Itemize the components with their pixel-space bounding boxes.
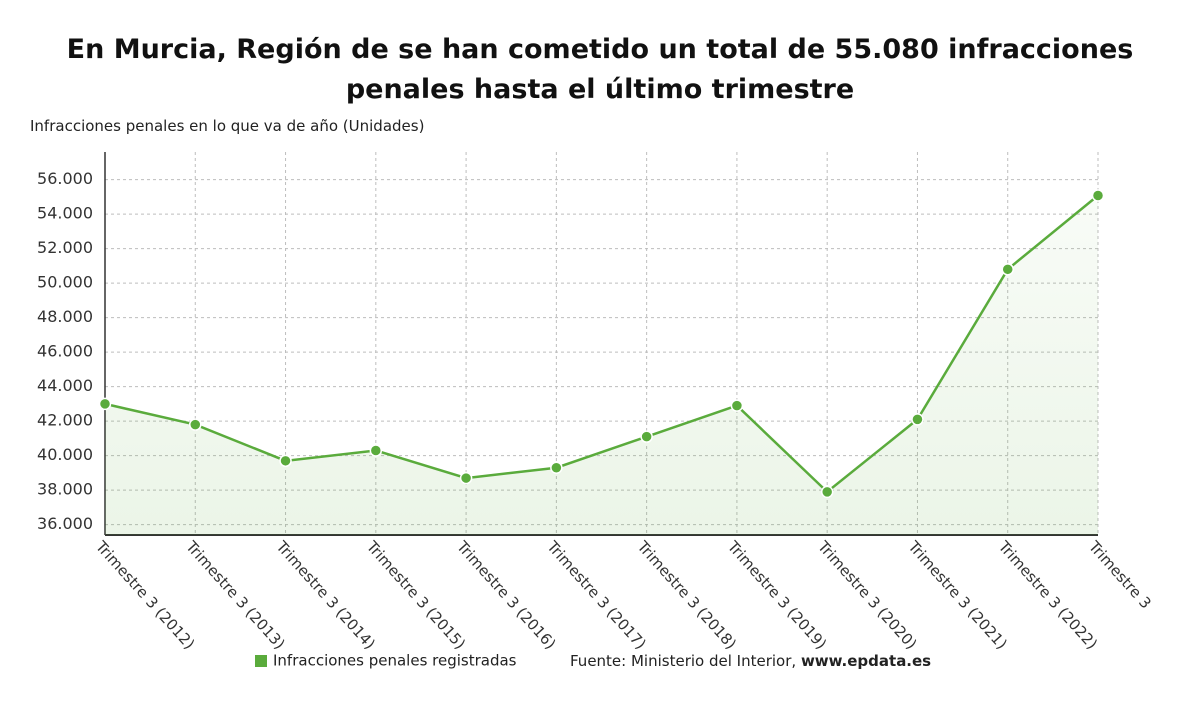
- point: [730, 399, 744, 412]
- source-site: www.epdata.es: [801, 652, 931, 670]
- point: [1091, 189, 1105, 202]
- y-axis-label: Infracciones penales en lo que va de año…: [30, 117, 424, 135]
- line: [104, 194, 1099, 494]
- x-tick-label: Trimestre 3 (2019): [723, 537, 830, 653]
- source-text: Fuente: Ministerio del Interior,: [570, 652, 796, 670]
- y-tick-label: 48.000: [37, 307, 93, 326]
- point: [1001, 263, 1014, 276]
- source: Fuente: Ministerio del Interior, www.epd…: [570, 652, 931, 670]
- legend-label: Infracciones penales registradas: [273, 652, 517, 670]
- point: [189, 418, 202, 431]
- x-tick-label: Trimestre 3 (2012): [91, 537, 198, 653]
- x-tick-label: Trimestre 3 (2015): [362, 537, 469, 653]
- x-tick-label: Trimestre 3 (2021): [904, 537, 1011, 653]
- y-tick-label: 38.000: [37, 480, 93, 499]
- x-tick-label: Trimestre 3 (2018): [633, 537, 740, 653]
- y-tick-label: 54.000: [37, 204, 93, 223]
- y-tick-label: 42.000: [37, 411, 93, 430]
- x-tick-label: Trimestre 3 (2017): [543, 537, 650, 653]
- point: [459, 471, 473, 485]
- x-tick-label: Trimestre 3 (2014): [272, 537, 379, 653]
- point: [911, 413, 924, 426]
- area: [105, 195, 1098, 535]
- x-tick-label: Trimestre 3 (2013): [182, 537, 289, 653]
- x-tick-label: Trimestre 3 (2022): [994, 537, 1101, 653]
- y-tick-label: 52.000: [37, 238, 93, 257]
- y-tick-label: 44.000: [37, 376, 93, 395]
- point: [550, 461, 563, 474]
- point: [98, 397, 112, 411]
- x-tick-label: Trimestre 3: [1084, 537, 1154, 612]
- y-tick-label: 56.000: [37, 169, 93, 188]
- point: [640, 430, 653, 443]
- y-tick-label: 46.000: [37, 342, 93, 361]
- chart-title: En Murcia, Región de se han cometido un …: [66, 34, 1134, 105]
- point: [279, 454, 292, 468]
- y-tick-label: 50.000: [37, 273, 93, 292]
- y-tick-label: 36.000: [37, 514, 93, 533]
- x-tick-label: Trimestre 3 (2020): [814, 537, 921, 653]
- x-tick-label: Trimestre 3 (2016): [452, 537, 559, 653]
- point: [820, 485, 834, 499]
- y-tick-label: 40.000: [37, 445, 93, 464]
- legend-swatch: [255, 655, 267, 667]
- point: [369, 444, 383, 457]
